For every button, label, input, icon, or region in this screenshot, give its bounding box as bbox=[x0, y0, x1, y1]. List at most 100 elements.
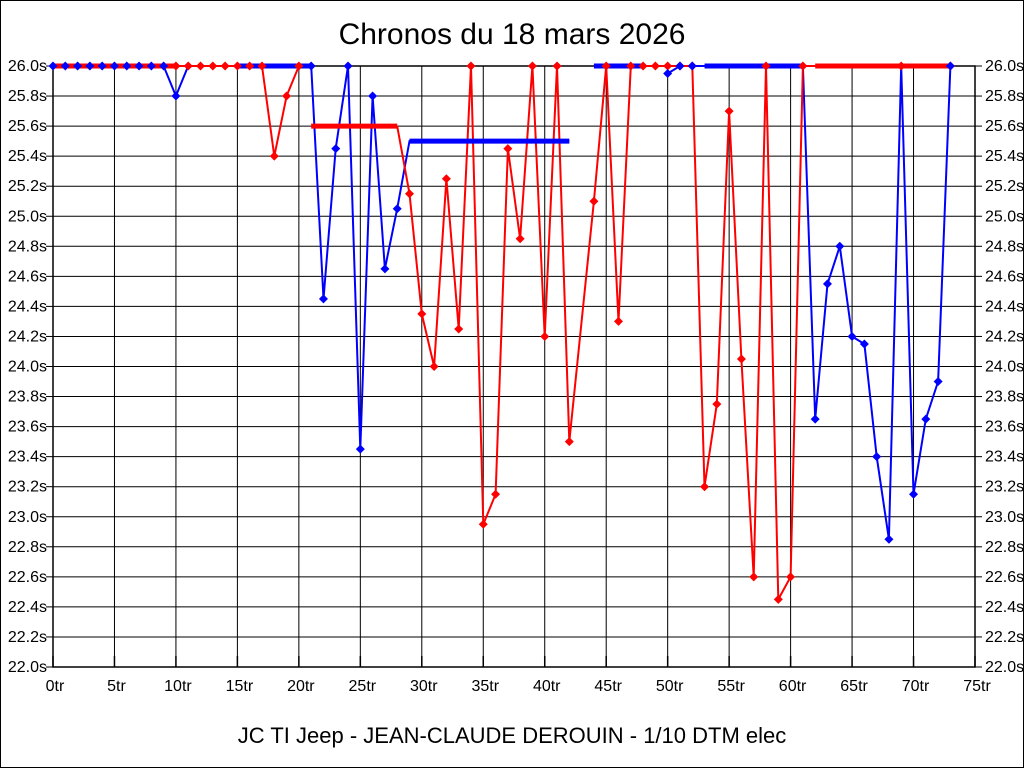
y-axis-label-left: 25.8s bbox=[8, 88, 47, 105]
blue-lap-marker bbox=[675, 61, 685, 71]
y-axis-label-left: 24.6s bbox=[8, 268, 47, 285]
red-lap-marker bbox=[564, 437, 574, 447]
red-lap-marker bbox=[269, 151, 279, 161]
y-axis-label-right: 22.2s bbox=[985, 629, 1024, 646]
red-lap-marker bbox=[196, 61, 206, 71]
y-axis-label-right: 22.4s bbox=[985, 599, 1024, 616]
red-lap-marker bbox=[601, 61, 611, 71]
y-axis-label-left: 25.4s bbox=[8, 148, 47, 165]
blue-lap-marker bbox=[159, 61, 169, 71]
y-axis-label-left: 23.0s bbox=[8, 509, 47, 526]
y-axis-label-right: 22.6s bbox=[985, 569, 1024, 586]
red-lap-marker bbox=[724, 106, 734, 116]
x-axis-label: 50tr bbox=[656, 678, 684, 695]
blue-lap-marker bbox=[859, 339, 869, 349]
y-axis-label-right: 24.6s bbox=[985, 268, 1024, 285]
x-axis-label: 60tr bbox=[779, 678, 807, 695]
y-axis-label-right: 23.4s bbox=[985, 449, 1024, 466]
y-axis-label-right: 23.8s bbox=[985, 389, 1024, 406]
blue-lap-marker bbox=[97, 61, 107, 71]
blue-lap-marker bbox=[109, 61, 119, 71]
blue-lap-marker bbox=[318, 294, 328, 304]
y-axis-label-left: 25.2s bbox=[8, 178, 47, 195]
x-axis-label: 0tr bbox=[46, 678, 65, 695]
y-axis-label-right: 25.8s bbox=[985, 88, 1024, 105]
y-axis-label-right: 24.4s bbox=[985, 298, 1024, 315]
blue-lap-marker bbox=[306, 61, 316, 71]
red-lap-marker bbox=[183, 61, 193, 71]
blue-lap-marker bbox=[392, 204, 402, 214]
blue-lap-marker bbox=[835, 241, 845, 251]
blue-lap-marker bbox=[368, 91, 378, 101]
blue-lap-marker bbox=[73, 61, 83, 71]
y-axis-label-right: 25.4s bbox=[985, 148, 1024, 165]
y-axis-label-left: 26.0s bbox=[8, 58, 47, 75]
red-lap-marker bbox=[208, 61, 218, 71]
red-lap-marker bbox=[663, 61, 673, 71]
x-axis-label: 10tr bbox=[164, 678, 192, 695]
y-axis-label-left: 24.8s bbox=[8, 238, 47, 255]
y-axis-label-right: 23.6s bbox=[985, 419, 1024, 436]
red-lap-marker bbox=[232, 61, 242, 71]
red-series-line bbox=[396, 65, 951, 604]
y-axis-label-right: 25.0s bbox=[985, 208, 1024, 225]
blue-lap-marker bbox=[85, 61, 95, 71]
red-lap-marker bbox=[589, 196, 599, 206]
y-axis-label-right: 23.2s bbox=[985, 479, 1024, 496]
y-axis-label-right: 24.8s bbox=[985, 238, 1024, 255]
blue-lap-marker bbox=[933, 377, 943, 387]
y-axis-label-right: 22.0s bbox=[985, 659, 1024, 676]
y-axis-label-left: 23.2s bbox=[8, 479, 47, 496]
blue-lap-marker bbox=[343, 61, 353, 71]
red-lap-marker bbox=[282, 91, 292, 101]
y-axis-label-left: 22.2s bbox=[8, 629, 47, 646]
chart-title: Chronos du 18 mars 2026 bbox=[338, 18, 686, 51]
y-axis-label-left: 24.4s bbox=[8, 298, 47, 315]
red-lap-marker bbox=[294, 61, 304, 71]
blue-series-line bbox=[667, 65, 952, 540]
x-axis-label: 5tr bbox=[107, 678, 126, 695]
red-lap-marker bbox=[761, 61, 771, 71]
y-axis-label-left: 25.6s bbox=[8, 118, 47, 135]
x-axis-label: 15tr bbox=[226, 678, 254, 695]
y-axis-label-right: 24.2s bbox=[985, 328, 1024, 345]
y-axis-label-left: 23.8s bbox=[8, 389, 47, 406]
y-axis-label-right: 23.0s bbox=[985, 509, 1024, 526]
red-lap-marker bbox=[650, 61, 660, 71]
y-axis-label-left: 22.4s bbox=[8, 599, 47, 616]
x-axis-label: 20tr bbox=[287, 678, 315, 695]
y-axis-label-left: 22.8s bbox=[8, 539, 47, 556]
blue-lap-marker bbox=[663, 69, 673, 79]
x-axis-label: 75tr bbox=[963, 678, 991, 695]
red-lap-marker bbox=[220, 61, 230, 71]
blue-lap-marker bbox=[134, 61, 144, 71]
red-lap-marker bbox=[736, 354, 746, 364]
red-lap-marker bbox=[613, 316, 623, 326]
y-axis-label-right: 25.6s bbox=[985, 118, 1024, 135]
y-axis-label-left: 24.2s bbox=[8, 328, 47, 345]
red-lap-marker bbox=[896, 61, 906, 71]
blue-lap-marker bbox=[847, 331, 857, 341]
blue-lap-marker bbox=[687, 61, 697, 71]
y-axis-label-left: 23.4s bbox=[8, 449, 47, 466]
red-lap-marker bbox=[491, 489, 501, 499]
y-axis-label-left: 23.6s bbox=[8, 419, 47, 436]
red-lap-marker bbox=[245, 61, 255, 71]
plot-frame bbox=[52, 65, 976, 668]
red-lap-marker bbox=[700, 482, 710, 492]
blue-series-line bbox=[53, 65, 570, 450]
red-lap-marker bbox=[712, 399, 722, 409]
blue-lap-marker bbox=[171, 91, 181, 101]
blue-lap-marker bbox=[48, 61, 58, 71]
y-axis-label-left: 24.0s bbox=[8, 359, 47, 376]
x-axis-label: 30tr bbox=[410, 678, 438, 695]
x-axis-label: 70tr bbox=[902, 678, 930, 695]
blue-lap-marker bbox=[945, 61, 955, 71]
red-lap-marker bbox=[171, 61, 181, 71]
red-lap-marker bbox=[515, 234, 525, 244]
red-lap-marker bbox=[257, 61, 267, 71]
y-axis-label-right: 26.0s bbox=[985, 58, 1024, 75]
y-axis-label-left: 22.0s bbox=[8, 659, 47, 676]
y-axis-label-right: 22.8s bbox=[985, 539, 1024, 556]
red-lap-marker bbox=[552, 61, 562, 71]
